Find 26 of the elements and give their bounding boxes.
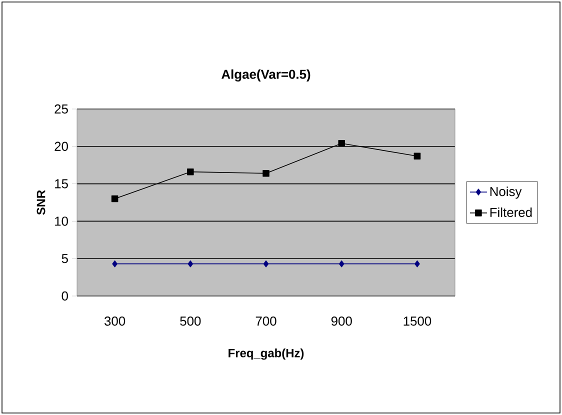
x-axis-title: Freq_gab(Hz) <box>228 348 304 360</box>
y-tick-label: 20 <box>54 142 68 151</box>
point <box>338 260 344 268</box>
legend-label: Noisy <box>490 186 522 199</box>
y-tick-label: 5 <box>62 254 68 264</box>
point <box>111 195 118 202</box>
point <box>414 260 420 268</box>
y-tick-label: 10 <box>55 216 68 226</box>
y-axis-title: SNR <box>36 190 46 215</box>
x-tick-label: 300 <box>104 316 126 326</box>
point <box>112 260 118 268</box>
chart-title: Algae(Var=0.5) <box>222 69 310 82</box>
y-tick-label: 15 <box>55 179 68 188</box>
point <box>338 140 345 147</box>
x-tick-label: 1500 <box>404 316 432 326</box>
point <box>187 168 194 176</box>
y-tick-label: 25 <box>54 104 68 114</box>
legend-label: Filtered <box>490 207 532 217</box>
x-tick-label: 500 <box>180 316 201 326</box>
x-tick-label: 700 <box>256 316 276 326</box>
x-tick-label: 900 <box>331 316 352 326</box>
point <box>262 170 270 177</box>
y-tick-label: 0 <box>62 291 68 301</box>
point <box>263 260 269 268</box>
point <box>188 260 194 268</box>
point <box>414 152 421 160</box>
